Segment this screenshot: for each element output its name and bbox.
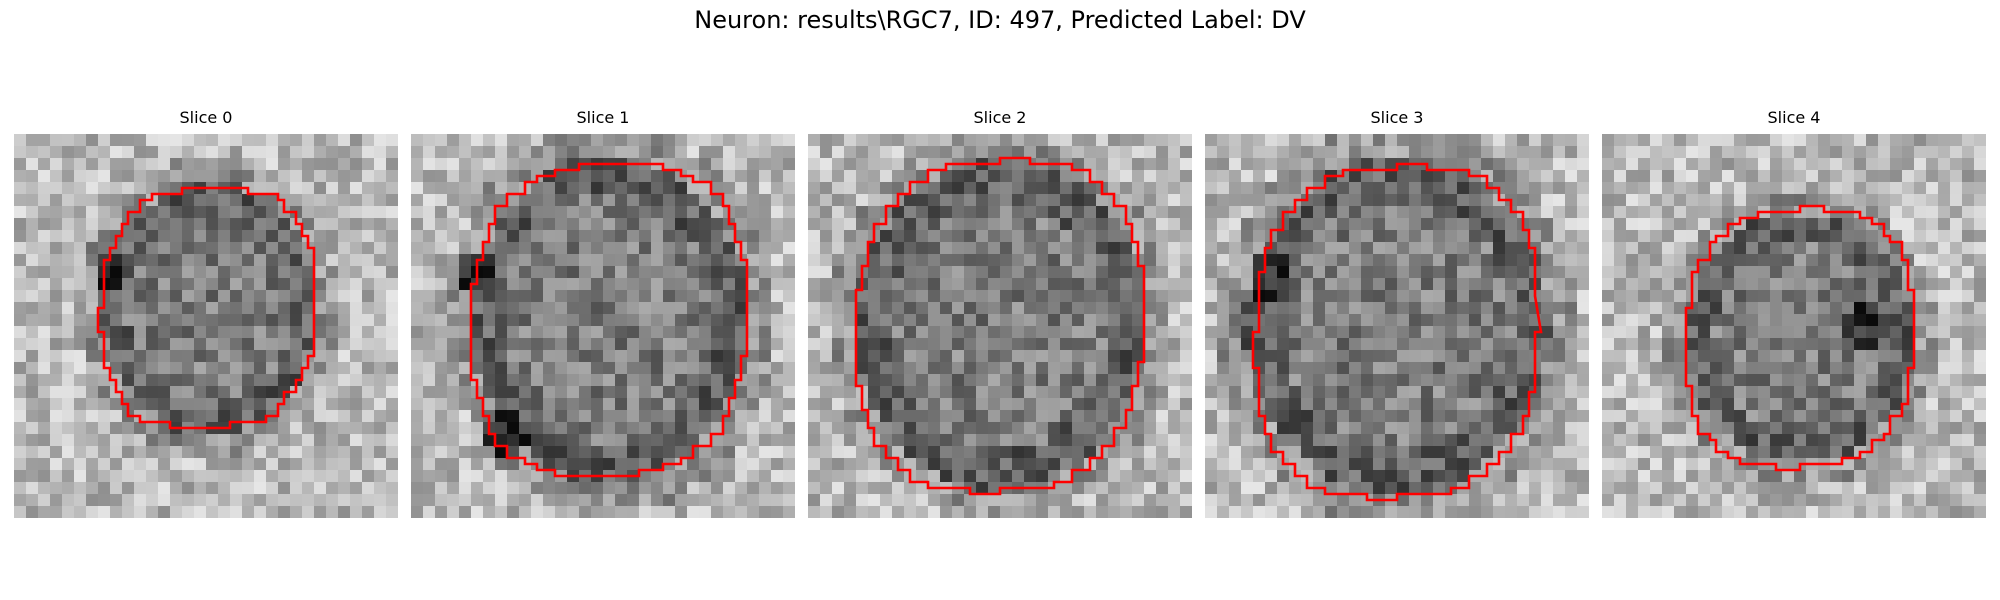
figure-title: Neuron: results\RGC7, ID: 497, Predicted… (694, 6, 1306, 34)
pixel-grid (411, 134, 795, 518)
pixel-grid (14, 134, 398, 518)
slice-image-2 (808, 134, 1192, 518)
pixel-grid (1602, 134, 1986, 518)
segmentation-contour (96, 186, 316, 430)
pixel-grid (1205, 134, 1589, 518)
panel-title-slice-4: Slice 4 (1767, 108, 1821, 127)
panel-title-slice-3: Slice 3 (1370, 108, 1424, 127)
panel-title-slice-1: Slice 1 (576, 108, 630, 127)
segmentation-contour (469, 162, 749, 478)
pixel-grid (808, 134, 1192, 518)
panel-title-slice-2: Slice 2 (973, 108, 1027, 127)
panel-title-slice-0: Slice 0 (179, 108, 233, 127)
segmentation-contour (1684, 204, 1916, 472)
slice-image-4 (1602, 134, 1986, 518)
segmentation-contour (1251, 162, 1543, 502)
slice-image-0 (14, 134, 398, 518)
segmentation-contour (854, 156, 1146, 496)
slice-image-1 (411, 134, 795, 518)
slice-image-3 (1205, 134, 1589, 518)
